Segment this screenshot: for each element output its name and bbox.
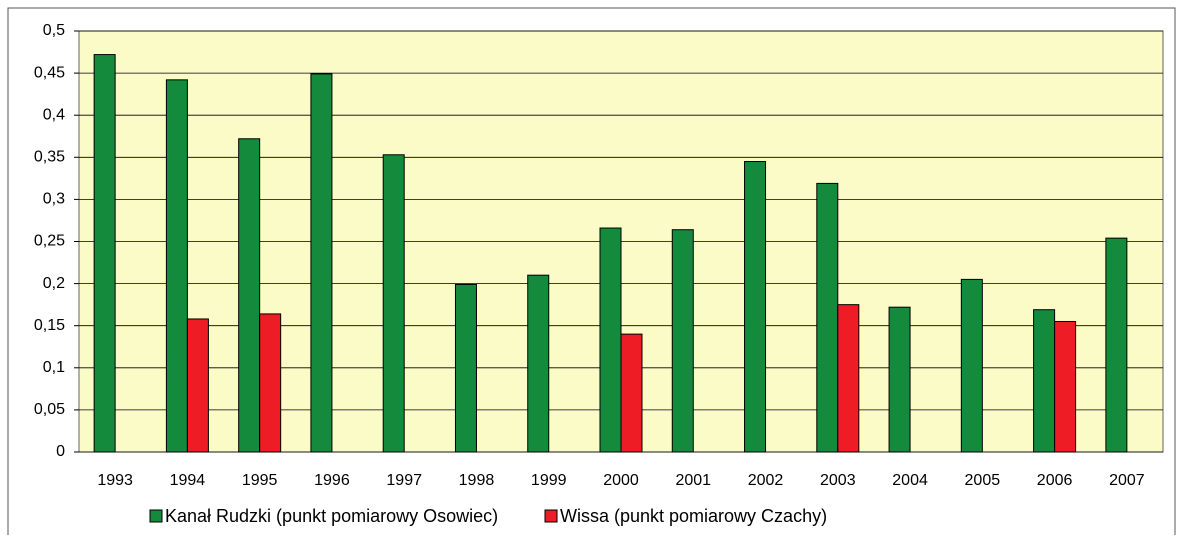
bar <box>671 229 694 453</box>
bar <box>960 278 983 453</box>
bar <box>1105 237 1128 453</box>
y-tick-label: 0,5 <box>43 22 65 39</box>
x-tick-label: 1997 <box>386 472 422 489</box>
x-tick-label: 2003 <box>820 472 856 489</box>
x-tick-label: 2000 <box>603 472 639 489</box>
x-tick-label: 2006 <box>1037 472 1073 489</box>
x-tick-label: 1996 <box>314 472 350 489</box>
y-tick-label: 0,25 <box>34 233 65 250</box>
bar <box>186 318 209 453</box>
legend-swatch <box>149 509 163 523</box>
x-tick-label: 1998 <box>459 472 495 489</box>
bar <box>238 138 261 453</box>
y-tick-label: 0,35 <box>34 149 65 166</box>
y-tick-label: 0,05 <box>34 401 65 418</box>
bar <box>620 333 643 453</box>
legend-swatch <box>544 509 558 523</box>
y-tick-label: 0 <box>56 443 65 460</box>
x-tick-label: 2005 <box>965 472 1001 489</box>
x-tick-label: 2007 <box>1109 472 1145 489</box>
legend-label: Wissa (punkt pomiarowy Czachy) <box>560 506 827 526</box>
bar <box>93 54 116 453</box>
bar <box>837 304 860 453</box>
y-tick-label: 0,45 <box>34 64 65 81</box>
x-tick-label: 1995 <box>242 472 278 489</box>
x-tick-label: 1994 <box>170 472 206 489</box>
bar <box>888 306 911 453</box>
bar <box>599 227 622 453</box>
bar <box>527 274 550 453</box>
x-tick-label: 2001 <box>675 472 711 489</box>
y-tick-label: 0,3 <box>43 191 65 208</box>
bar <box>454 283 477 453</box>
x-tick-label: 1993 <box>97 472 133 489</box>
bar <box>259 313 282 453</box>
bar <box>744 161 767 453</box>
y-tick-label: 0,1 <box>43 359 65 376</box>
y-tick-label: 0,15 <box>34 317 65 334</box>
bar <box>1054 320 1077 453</box>
bar <box>382 154 405 453</box>
y-tick-label: 0,4 <box>43 106 65 123</box>
bar <box>310 73 333 453</box>
legend-label: Kanał Rudzki (punkt pomiarowy Osowiec) <box>165 506 498 526</box>
bar <box>165 79 188 453</box>
y-tick-label: 0,2 <box>43 275 65 292</box>
bar <box>1033 309 1056 453</box>
x-tick-label: 1999 <box>531 472 567 489</box>
x-tick-label: 2002 <box>748 472 784 489</box>
bar <box>816 182 839 453</box>
x-tick-label: 2004 <box>892 472 928 489</box>
